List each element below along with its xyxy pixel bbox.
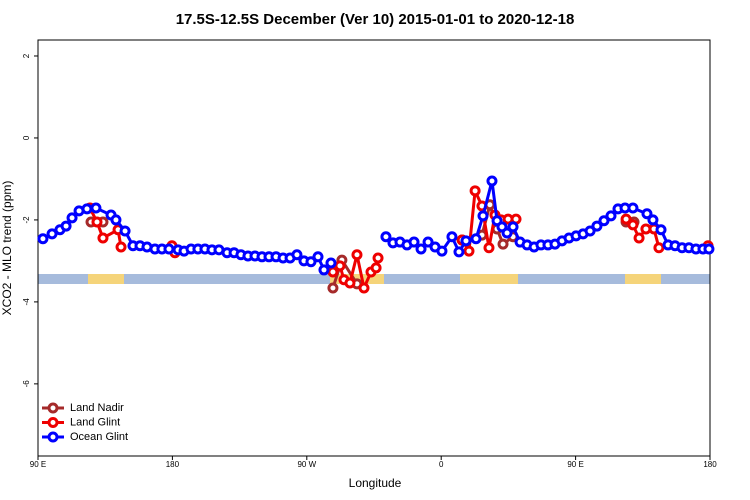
legend-marker — [47, 402, 59, 414]
y-axis-label: XCO2 - MLO trend (ppm) — [0, 181, 14, 316]
data-point — [358, 282, 370, 294]
data-point — [641, 208, 653, 220]
data-point — [291, 249, 303, 261]
data-point — [327, 282, 339, 294]
data-point — [501, 227, 513, 239]
data-point — [344, 277, 356, 289]
data-point — [66, 212, 78, 224]
data-point — [633, 232, 645, 244]
data-point — [380, 231, 392, 243]
data-point — [507, 221, 519, 233]
data-point — [351, 249, 363, 261]
x-tick-label: 90 E — [567, 460, 583, 469]
legend-label: Ocean Glint — [70, 431, 128, 443]
data-point — [469, 185, 481, 197]
data-point — [486, 175, 498, 187]
data-point — [325, 257, 337, 269]
chart-title: 17.5S-12.5S December (Ver 10) 2015-01-01… — [176, 11, 575, 28]
data-point — [115, 241, 127, 253]
data-point — [584, 225, 596, 237]
data-point — [460, 235, 472, 247]
data-point — [463, 245, 475, 257]
data-point — [163, 243, 175, 255]
data-point — [620, 213, 632, 225]
data-point — [655, 224, 667, 236]
data-point — [422, 236, 434, 248]
y-tick-label: 0 — [22, 135, 31, 140]
data-point — [653, 242, 665, 254]
data-point — [110, 214, 122, 226]
data-point — [334, 260, 346, 272]
legend-label: Land Glint — [70, 416, 120, 428]
data-point — [627, 202, 639, 214]
legend-marker — [47, 417, 59, 428]
data-point — [90, 202, 102, 214]
data-point — [436, 245, 448, 257]
data-point — [453, 246, 465, 258]
data-point — [483, 242, 495, 254]
data-point — [370, 262, 382, 274]
land-strip — [625, 274, 661, 284]
data-point — [37, 233, 49, 245]
legend-marker — [47, 431, 59, 443]
y-tick-label: -4 — [22, 298, 31, 306]
data-point — [591, 220, 603, 232]
y-tick-label: -6 — [22, 380, 31, 388]
data-point — [627, 219, 639, 231]
x-tick-label: 90 W — [297, 460, 316, 469]
x-tick-label: 0 — [439, 460, 444, 469]
data-point — [497, 238, 509, 250]
x-tick-label: 180 — [166, 460, 180, 469]
data-point — [60, 220, 72, 232]
y-tick-label: -2 — [22, 216, 31, 224]
data-point — [605, 210, 617, 222]
land-strip — [88, 274, 124, 284]
land-strip — [460, 274, 518, 284]
data-point — [470, 233, 482, 245]
data-point — [119, 225, 131, 237]
data-point — [46, 228, 58, 240]
data-point — [318, 264, 330, 276]
x-tick-label: 90 E — [30, 460, 46, 469]
data-point — [647, 214, 659, 226]
data-point — [312, 251, 324, 263]
data-point — [97, 232, 109, 244]
data-point — [446, 231, 458, 243]
x-tick-label: 180 — [703, 460, 717, 469]
data-point — [415, 243, 427, 255]
data-point — [81, 203, 93, 215]
data-point — [598, 215, 610, 227]
legend-label: Land Nadir — [70, 402, 124, 414]
data-point — [477, 210, 489, 222]
y-tick-label: 2 — [22, 53, 31, 58]
data-point — [372, 252, 384, 264]
data-point — [703, 243, 715, 255]
data-point — [408, 236, 420, 248]
data-point — [305, 256, 317, 268]
x-axis-label: Longitude — [349, 476, 402, 490]
data-point — [91, 216, 103, 228]
